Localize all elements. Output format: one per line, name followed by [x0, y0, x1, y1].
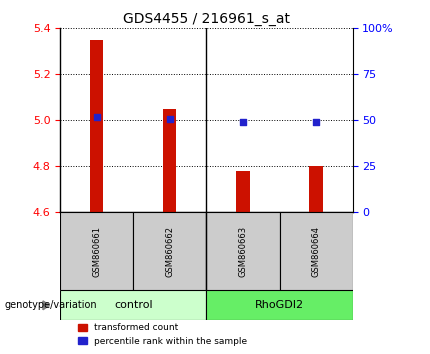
Text: GSM860662: GSM860662 — [166, 226, 174, 277]
Text: genotype/variation: genotype/variation — [4, 300, 97, 310]
FancyBboxPatch shape — [133, 212, 206, 290]
Bar — [90, 40, 103, 212]
FancyBboxPatch shape — [60, 290, 206, 320]
FancyBboxPatch shape — [60, 212, 133, 290]
Point — [93, 114, 100, 120]
Title: GDS4455 / 216961_s_at: GDS4455 / 216961_s_at — [123, 12, 290, 26]
Bar — [310, 166, 322, 212]
FancyBboxPatch shape — [206, 212, 280, 290]
Bar — [237, 171, 249, 212]
Text: GSM860663: GSM860663 — [239, 226, 247, 277]
Text: GSM860661: GSM860661 — [92, 226, 101, 277]
Point — [313, 119, 319, 125]
Point — [166, 116, 173, 121]
Text: control: control — [114, 300, 153, 310]
Text: GSM860664: GSM860664 — [312, 226, 320, 277]
FancyBboxPatch shape — [206, 290, 353, 320]
Point — [240, 119, 246, 125]
Bar — [163, 109, 176, 212]
FancyBboxPatch shape — [280, 212, 353, 290]
Legend: transformed count, percentile rank within the sample: transformed count, percentile rank withi… — [74, 320, 251, 349]
Text: RhoGDI2: RhoGDI2 — [255, 300, 304, 310]
